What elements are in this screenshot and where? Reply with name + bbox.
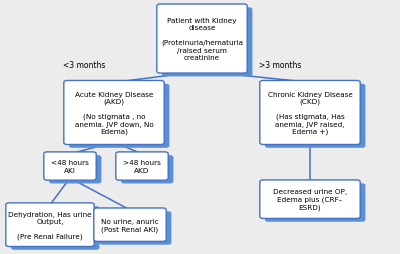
FancyBboxPatch shape <box>265 183 366 222</box>
Text: Decreased urine OP,
Edema plus (CRF–
ESRD): Decreased urine OP, Edema plus (CRF– ESR… <box>273 189 347 210</box>
FancyBboxPatch shape <box>94 208 166 241</box>
Text: Dehydration, Has urine
Output,

(Pre Renal Failure): Dehydration, Has urine Output, (Pre Rena… <box>8 211 92 239</box>
Text: Acute Kidney Disease
(AKD)

(No stigmata , no
anemia. JVP down, No
Edema): Acute Kidney Disease (AKD) (No stigmata … <box>75 91 153 135</box>
Text: Patient with Kidney
disease

(Proteinuria/hematuria
/raised serum
creatinine: Patient with Kidney disease (Proteinuria… <box>161 18 243 61</box>
Text: >48 hours
AKD: >48 hours AKD <box>123 160 161 173</box>
FancyBboxPatch shape <box>44 152 96 180</box>
FancyBboxPatch shape <box>265 84 366 148</box>
Text: Chronic Kidney Disease
(CKD)

(Has stigmata, Has
anemia, JVP raised,
Edema +): Chronic Kidney Disease (CKD) (Has stigma… <box>268 91 352 135</box>
FancyBboxPatch shape <box>99 211 172 245</box>
FancyBboxPatch shape <box>260 180 360 218</box>
Text: <3 months: <3 months <box>63 60 105 69</box>
FancyBboxPatch shape <box>11 206 99 250</box>
Text: >3 months: >3 months <box>259 60 301 69</box>
FancyBboxPatch shape <box>162 8 252 77</box>
FancyBboxPatch shape <box>116 152 168 180</box>
FancyBboxPatch shape <box>6 203 94 246</box>
Text: No urine, anuric
(Post Renal AKI): No urine, anuric (Post Renal AKI) <box>101 218 159 232</box>
FancyBboxPatch shape <box>64 81 164 145</box>
FancyBboxPatch shape <box>157 5 247 74</box>
Text: <48 hours
AKI: <48 hours AKI <box>51 160 89 173</box>
FancyBboxPatch shape <box>69 84 170 148</box>
FancyBboxPatch shape <box>121 155 174 184</box>
FancyBboxPatch shape <box>260 81 360 145</box>
FancyBboxPatch shape <box>49 155 102 184</box>
